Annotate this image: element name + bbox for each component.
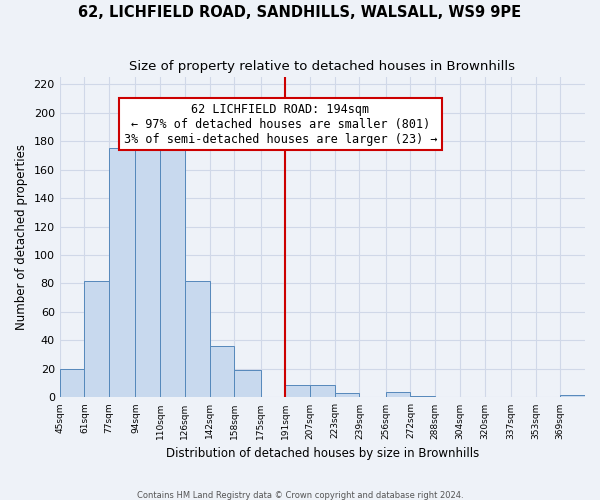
Text: Contains HM Land Registry data © Crown copyright and database right 2024.: Contains HM Land Registry data © Crown c… [137,490,463,500]
Bar [386,392,410,398]
Bar [59,369,85,398]
Bar [160,148,185,398]
Text: 62, LICHFIELD ROAD, SANDHILLS, WALSALL, WS9 9PE: 62, LICHFIELD ROAD, SANDHILLS, WALSALL, … [79,5,521,20]
X-axis label: Distribution of detached houses by size in Brownhills: Distribution of detached houses by size … [166,447,479,460]
Title: Size of property relative to detached houses in Brownhills: Size of property relative to detached ho… [130,60,515,73]
Bar [185,280,209,398]
Y-axis label: Number of detached properties: Number of detached properties [15,144,28,330]
Bar [109,148,136,398]
Bar [234,370,260,398]
Bar [335,393,359,398]
Bar [209,346,234,398]
Bar [560,394,585,398]
Bar [85,280,109,398]
Bar [285,384,310,398]
Bar [136,146,160,398]
Text: 62 LICHFIELD ROAD: 194sqm
← 97% of detached houses are smaller (801)
3% of semi-: 62 LICHFIELD ROAD: 194sqm ← 97% of detac… [124,102,437,146]
Bar [410,396,435,398]
Bar [310,384,335,398]
